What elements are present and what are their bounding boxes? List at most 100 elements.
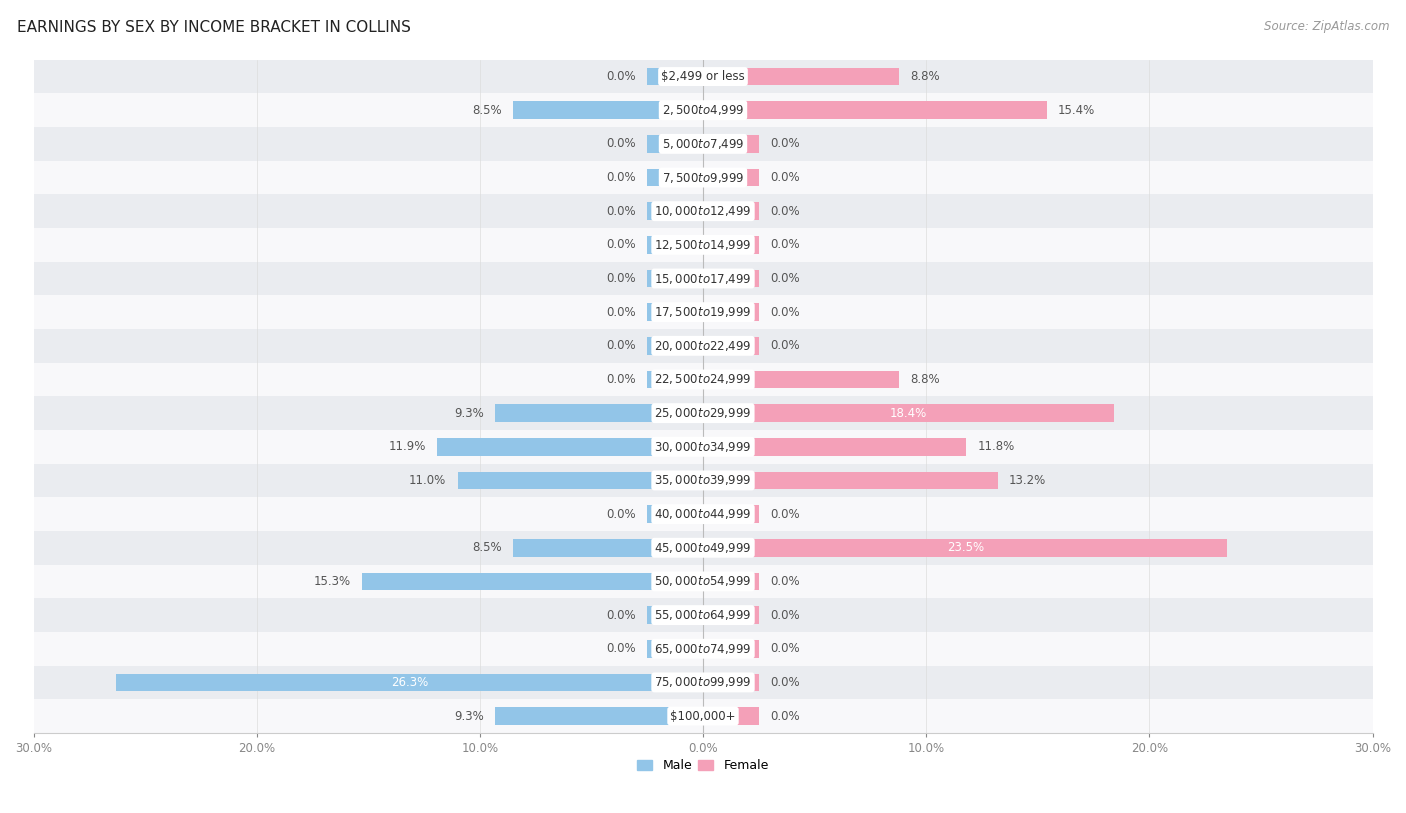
- Text: $2,499 or less: $2,499 or less: [661, 70, 745, 83]
- Text: EARNINGS BY SEX BY INCOME BRACKET IN COLLINS: EARNINGS BY SEX BY INCOME BRACKET IN COL…: [17, 20, 411, 35]
- Bar: [703, 674, 759, 691]
- Text: 0.0%: 0.0%: [770, 272, 800, 285]
- Bar: [703, 506, 759, 523]
- Text: 13.2%: 13.2%: [1008, 474, 1046, 487]
- Text: 0.0%: 0.0%: [770, 642, 800, 655]
- Bar: [437, 438, 703, 455]
- Bar: [647, 270, 703, 287]
- Text: 0.0%: 0.0%: [770, 238, 800, 251]
- Bar: [703, 404, 1114, 422]
- Bar: [647, 337, 703, 354]
- Text: 15.4%: 15.4%: [1057, 104, 1095, 117]
- Bar: [361, 572, 703, 590]
- Bar: [34, 59, 1372, 93]
- Bar: [513, 102, 703, 119]
- Text: 15.3%: 15.3%: [314, 575, 350, 588]
- Text: $30,000 to $34,999: $30,000 to $34,999: [654, 440, 752, 454]
- Text: 0.0%: 0.0%: [770, 205, 800, 218]
- Text: 0.0%: 0.0%: [606, 137, 636, 150]
- Text: $45,000 to $49,999: $45,000 to $49,999: [654, 541, 752, 554]
- Text: $22,500 to $24,999: $22,500 to $24,999: [654, 372, 752, 386]
- Bar: [703, 202, 759, 220]
- Text: 11.8%: 11.8%: [977, 441, 1015, 454]
- Text: 0.0%: 0.0%: [770, 609, 800, 622]
- Bar: [647, 67, 703, 85]
- Text: 0.0%: 0.0%: [606, 373, 636, 386]
- Bar: [495, 707, 703, 725]
- Bar: [117, 674, 703, 691]
- Bar: [34, 228, 1372, 262]
- Bar: [703, 270, 759, 287]
- Text: 8.5%: 8.5%: [472, 104, 502, 117]
- Text: 0.0%: 0.0%: [606, 306, 636, 319]
- Text: $20,000 to $22,499: $20,000 to $22,499: [654, 339, 752, 353]
- Text: 0.0%: 0.0%: [770, 575, 800, 588]
- Bar: [34, 498, 1372, 531]
- Text: 0.0%: 0.0%: [606, 238, 636, 251]
- Bar: [34, 666, 1372, 699]
- Bar: [703, 337, 759, 354]
- Bar: [647, 202, 703, 220]
- Text: 0.0%: 0.0%: [770, 676, 800, 689]
- Text: $12,500 to $14,999: $12,500 to $14,999: [654, 238, 752, 252]
- Text: 0.0%: 0.0%: [606, 70, 636, 83]
- Text: $65,000 to $74,999: $65,000 to $74,999: [654, 641, 752, 656]
- Text: 8.8%: 8.8%: [911, 373, 941, 386]
- Bar: [647, 371, 703, 389]
- Bar: [703, 102, 1046, 119]
- Text: $75,000 to $99,999: $75,000 to $99,999: [654, 676, 752, 689]
- Bar: [34, 127, 1372, 161]
- Bar: [703, 472, 998, 489]
- Text: 0.0%: 0.0%: [770, 339, 800, 352]
- Text: 0.0%: 0.0%: [606, 205, 636, 218]
- Bar: [647, 640, 703, 658]
- Text: $17,500 to $19,999: $17,500 to $19,999: [654, 305, 752, 320]
- Bar: [34, 161, 1372, 194]
- Bar: [34, 363, 1372, 396]
- Bar: [34, 396, 1372, 430]
- Bar: [703, 135, 759, 153]
- Text: $100,000+: $100,000+: [671, 710, 735, 723]
- Bar: [703, 707, 759, 725]
- Bar: [34, 699, 1372, 733]
- Bar: [457, 472, 703, 489]
- Text: Source: ZipAtlas.com: Source: ZipAtlas.com: [1264, 20, 1389, 33]
- Bar: [703, 236, 759, 254]
- Text: $15,000 to $17,499: $15,000 to $17,499: [654, 272, 752, 285]
- Text: 9.3%: 9.3%: [454, 710, 484, 723]
- Text: 11.0%: 11.0%: [409, 474, 446, 487]
- Text: 11.9%: 11.9%: [389, 441, 426, 454]
- Bar: [647, 169, 703, 186]
- Text: $2,500 to $4,999: $2,500 to $4,999: [662, 103, 744, 117]
- Bar: [703, 438, 966, 455]
- Bar: [703, 572, 759, 590]
- Bar: [34, 531, 1372, 564]
- Bar: [703, 606, 759, 624]
- Legend: Male, Female: Male, Female: [633, 754, 773, 777]
- Text: $7,500 to $9,999: $7,500 to $9,999: [662, 171, 744, 185]
- Text: 18.4%: 18.4%: [890, 406, 927, 420]
- Text: 0.0%: 0.0%: [770, 306, 800, 319]
- Bar: [495, 404, 703, 422]
- Bar: [647, 135, 703, 153]
- Bar: [647, 606, 703, 624]
- Bar: [513, 539, 703, 557]
- Text: $55,000 to $64,999: $55,000 to $64,999: [654, 608, 752, 622]
- Text: 0.0%: 0.0%: [606, 339, 636, 352]
- Text: 0.0%: 0.0%: [606, 642, 636, 655]
- Text: 0.0%: 0.0%: [606, 507, 636, 520]
- Bar: [703, 371, 900, 389]
- Text: 0.0%: 0.0%: [606, 272, 636, 285]
- Text: 9.3%: 9.3%: [454, 406, 484, 420]
- Bar: [647, 506, 703, 523]
- Text: 0.0%: 0.0%: [770, 507, 800, 520]
- Text: 8.8%: 8.8%: [911, 70, 941, 83]
- Text: 23.5%: 23.5%: [946, 541, 984, 554]
- Bar: [34, 262, 1372, 295]
- Bar: [34, 463, 1372, 498]
- Text: $5,000 to $7,499: $5,000 to $7,499: [662, 137, 744, 151]
- Text: 8.5%: 8.5%: [472, 541, 502, 554]
- Bar: [34, 194, 1372, 228]
- Bar: [34, 598, 1372, 632]
- Text: $50,000 to $54,999: $50,000 to $54,999: [654, 575, 752, 589]
